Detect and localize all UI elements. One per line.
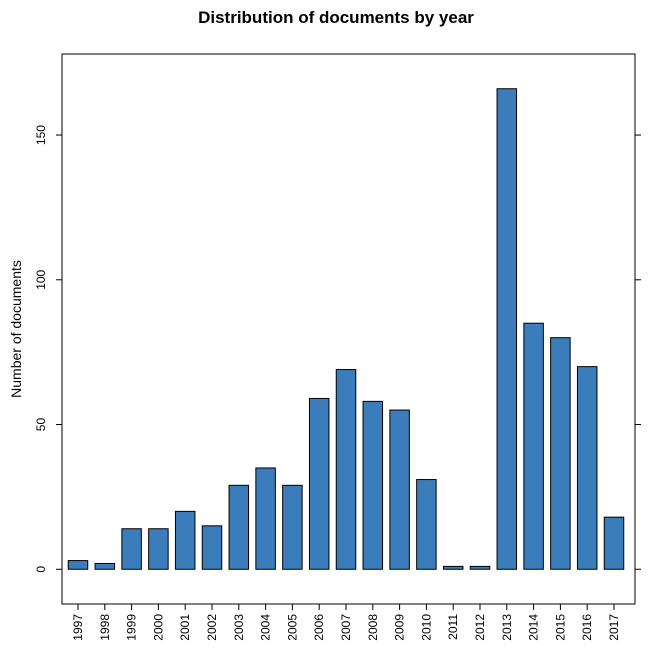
bar-1997 — [67, 560, 89, 570]
x-tick-label-2011: 2011 — [446, 614, 460, 640]
y-axis-right — [635, 134, 641, 570]
y-tick-label-50: 50 — [34, 418, 48, 432]
x-tick-label-2001: 2001 — [178, 614, 192, 641]
bar-2008 — [362, 400, 384, 570]
x-axis: 1997 1998 1999 2000 2001 2002 2003 2004 2005 2006… — [71, 604, 621, 641]
x-tick-label-2007: 2007 — [339, 614, 353, 641]
bar-2012 — [469, 565, 491, 570]
bar-2009 — [389, 409, 410, 570]
bar-1999 — [121, 528, 142, 570]
bar-2000 — [148, 528, 169, 570]
bar-2015 — [550, 337, 571, 570]
bar-2007 — [335, 369, 357, 570]
x-tick-label-2010: 2010 — [419, 614, 433, 641]
bar-2002 — [201, 525, 223, 570]
x-tick-label-2014: 2014 — [527, 614, 541, 641]
bar-2005 — [282, 484, 303, 570]
bars-group — [67, 88, 625, 570]
bar-2001 — [174, 510, 196, 570]
x-tick-label-2009: 2009 — [393, 614, 407, 641]
bar-2016 — [576, 366, 598, 570]
x-tick-label-1997: 1997 — [71, 614, 85, 641]
chart-title: Distribution of documents by year — [198, 8, 474, 27]
bar-2006 — [308, 397, 330, 570]
y-axis-label: Number of documents — [8, 260, 24, 398]
x-tick-label-2004: 2004 — [259, 614, 273, 641]
x-tick-label-2005: 2005 — [285, 614, 299, 641]
x-tick-label-1998: 1998 — [98, 614, 112, 641]
bar-2004 — [255, 467, 276, 570]
x-tick-label-2017: 2017 — [607, 614, 621, 641]
x-tick-label-2002: 2002 — [205, 614, 219, 641]
plot-frame — [61, 53, 636, 605]
y-axis-left: 0 50 100 150 — [34, 125, 62, 573]
bar-2003 — [228, 484, 250, 570]
x-tick-label-2003: 2003 — [232, 614, 246, 641]
y-tick-label-100: 100 — [34, 269, 48, 289]
bar-2013 — [496, 88, 518, 570]
x-tick-label-2006: 2006 — [312, 614, 326, 641]
bar-1998 — [94, 562, 116, 570]
x-tick-label-2008: 2008 — [366, 614, 380, 641]
y-tick-label-150: 150 — [34, 125, 48, 145]
y-tick-label-0: 0 — [34, 566, 48, 573]
bar-2011 — [442, 565, 464, 570]
x-tick-label-2000: 2000 — [151, 614, 165, 641]
bar-2014 — [523, 322, 544, 570]
x-tick-label-2016: 2016 — [580, 614, 594, 641]
x-tick-label-2015: 2015 — [553, 614, 567, 641]
bar-2017 — [603, 516, 625, 570]
x-tick-label-1999: 1999 — [125, 614, 139, 641]
bar-2010 — [416, 479, 437, 570]
x-tick-label-2012: 2012 — [473, 614, 487, 641]
x-tick-label-2013: 2013 — [500, 614, 514, 641]
